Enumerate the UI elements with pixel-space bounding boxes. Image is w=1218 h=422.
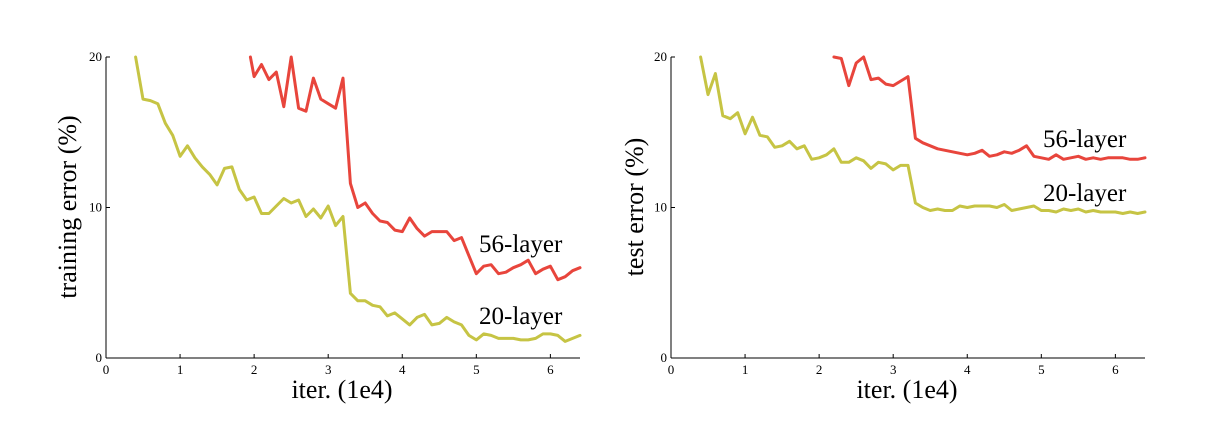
x-axis-title-test: iter. (1e4) bbox=[856, 375, 957, 404]
x-tick-label-test: 4 bbox=[964, 362, 971, 377]
plot-area-test: 0 1 2 3 4 5 6 0 10 20 bbox=[654, 49, 1147, 377]
y-axis-title-test: test error (%) bbox=[620, 138, 649, 277]
x-axis-title-training: iter. (1e4) bbox=[291, 375, 392, 404]
series-label-20-layer-test: 20-layer bbox=[1043, 180, 1127, 207]
series-label-56-layer-test: 56-layer bbox=[1043, 126, 1127, 153]
x-tick-label-training: 2 bbox=[251, 362, 258, 377]
x-tick-label-training: 5 bbox=[473, 362, 480, 377]
plot-area-training: 0 1 2 3 4 5 6 0 10 20 bbox=[89, 49, 582, 377]
x-tick-label-test: 6 bbox=[1112, 362, 1119, 377]
x-tick-label-training: 3 bbox=[325, 362, 332, 377]
y-tick-label-test: 20 bbox=[654, 49, 667, 64]
y-tick-label-training: 10 bbox=[89, 200, 102, 215]
x-tick-label-test: 0 bbox=[668, 362, 675, 377]
x-tick-label-training: 4 bbox=[399, 362, 406, 377]
x-tick-label-training: 0 bbox=[103, 362, 110, 377]
x-tick-label-training: 6 bbox=[547, 362, 554, 377]
x-tick-label-test: 2 bbox=[816, 362, 823, 377]
series-line-20-layer-test bbox=[699, 55, 1147, 215]
chart-training-error: 0 1 2 3 4 5 6 0 10 20 iter. (1e4) training error … bbox=[53, 49, 582, 404]
y-tick-label-training: 0 bbox=[96, 350, 103, 365]
x-tick-label-test: 3 bbox=[890, 362, 897, 377]
series-line-56-layer-test bbox=[832, 55, 1147, 161]
series-label-56-layer-training: 56-layer bbox=[479, 231, 563, 258]
series-line-20-layer-training bbox=[134, 55, 582, 343]
y-tick-label-test: 0 bbox=[661, 350, 668, 365]
series-label-20-layer-training: 20-layer bbox=[479, 303, 563, 330]
y-axis-title-training: training error (%) bbox=[53, 115, 82, 298]
x-tick-label-training: 1 bbox=[177, 362, 184, 377]
y-tick-label-test: 10 bbox=[654, 200, 667, 215]
series-line-56-layer-training bbox=[248, 55, 582, 282]
x-tick-label-test: 5 bbox=[1038, 362, 1045, 377]
x-tick-label-test: 1 bbox=[742, 362, 749, 377]
y-tick-label-training: 20 bbox=[89, 49, 102, 64]
